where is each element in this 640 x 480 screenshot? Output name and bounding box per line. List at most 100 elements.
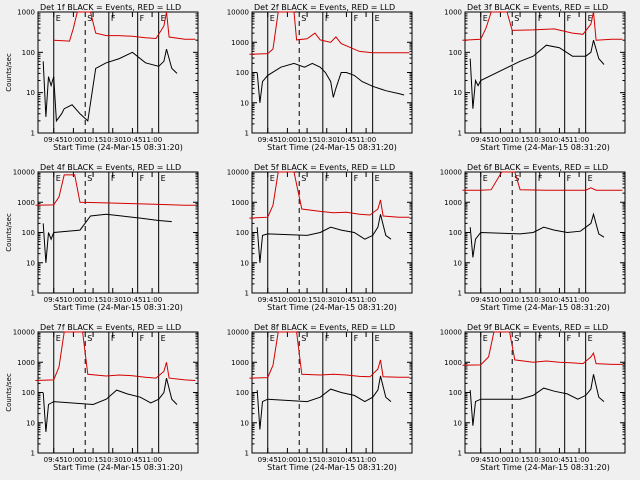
y-tick-label: 100 [236,389,249,397]
x-tick-label: 10:45 [122,456,142,464]
y-tick-label: 10 [26,89,35,97]
y-tick-label: 1 [458,450,462,458]
x-tick-label: 10:15 [510,136,530,144]
x-tick-label: 10:15 [83,456,103,464]
y-tick-label: 1 [31,290,35,298]
plot-frame [251,331,413,454]
event-marker-label: S [301,174,306,183]
y-tick-label: 10 [240,419,249,427]
y-tick-label: 10000 [440,329,462,337]
event-marker-label: F [538,334,543,343]
y-tick-label: 10 [453,89,462,97]
event-marker-label: E [375,334,380,343]
x-axis-label: Start Time (24-Mar-15 08:31:20) [480,303,610,312]
x-tick-label: 11:00 [142,136,162,144]
x-tick-label: 10:00 [63,136,83,144]
x-axis-label: Start Time (24-Mar-15 08:31:20) [267,303,397,312]
event-marker-label: E [375,14,380,23]
x-tick-label: 10:30 [103,296,123,304]
event-marker-label: E [56,14,61,23]
x-tick-label: 10:45 [122,136,142,144]
y-tick-label: 1000 [17,9,35,17]
event-marker-label: F [111,334,116,343]
event-marker-label: F [140,174,145,183]
lld-series-line [462,11,623,41]
y-tick-label: 1 [245,290,249,298]
event-marker-label: F [140,14,145,23]
event-marker-label: E [161,14,166,23]
event-marker-label: S [87,14,92,23]
x-tick-label: 10:00 [277,136,297,144]
x-tick-label: 10:00 [490,296,510,304]
x-tick-label: 10:30 [317,296,337,304]
event-marker-label: F [354,14,359,23]
event-marker-label: F [325,14,330,23]
x-tick-label: 10:00 [63,456,83,464]
x-axis-label: Start Time (24-Mar-15 08:31:20) [53,463,183,472]
event-marker-label: F [354,334,359,343]
plot-frame [464,331,626,454]
lld-series-line [462,331,623,366]
x-axis-label: Start Time (24-Mar-15 08:31:20) [53,303,183,312]
x-tick-label: 09:45 [258,136,278,144]
lld-series-line [35,174,196,206]
y-tick-label: 10000 [227,169,249,177]
panel-det-1: Det 1f BLACK = Events, RED = LLD 1 10 100 10… [5,3,199,152]
x-tick-label: 10:00 [63,296,83,304]
y-tick-label: 1000 [231,199,249,207]
event-marker-label: S [514,334,519,343]
x-tick-label: 10:45 [122,296,142,304]
panel-det-2: Det 2f BLACK = Events, RED = LLD 1 10 100 10… [227,3,413,152]
x-tick-label: 11:00 [142,296,162,304]
events-series-line [469,40,605,109]
plot-frame [464,11,626,134]
y-tick-label: 1 [245,130,249,138]
x-tick-label: 10:45 [549,136,569,144]
event-marker-label: E [56,334,61,343]
y-tick-label: 10 [453,259,462,267]
panel-title: Det 8f BLACK = Events, RED = LLD [254,323,395,332]
event-marker-label: F [567,14,572,23]
events-series-line [256,62,405,103]
y-tick-label: 100 [236,229,249,237]
event-marker-label: F [140,334,145,343]
event-marker-label: S [87,174,92,183]
y-tick-label: 1000 [231,359,249,367]
y-axis-label: Counts/sec [5,373,13,412]
panel-title: Det 9f BLACK = Events, RED = LLD [467,323,608,332]
event-marker-label: E [56,174,61,183]
x-tick-label: 11:00 [356,456,376,464]
y-tick-label: 10 [26,259,35,267]
x-tick-label: 10:30 [317,136,337,144]
lld-series-line [53,11,196,42]
event-marker-label: F [325,334,330,343]
x-tick-label: 10:15 [510,296,530,304]
x-tick-label: 10:15 [297,296,317,304]
y-axis-label: Counts/sec [5,213,13,252]
x-tick-label: 09:45 [258,456,278,464]
y-tick-label: 100 [22,49,35,57]
y-tick-label: 100 [449,229,462,237]
x-tick-label: 10:45 [549,296,569,304]
x-tick-label: 09:45 [471,296,491,304]
y-tick-label: 100 [449,389,462,397]
x-tick-label: 10:45 [549,456,569,464]
event-marker-label: E [588,174,593,183]
y-tick-label: 10000 [440,169,462,177]
panel-title: Det 1f BLACK = Events, RED = LLD [40,3,181,12]
events-series-line [469,374,605,426]
x-tick-label: 10:00 [277,296,297,304]
event-marker-label: S [87,334,92,343]
lld-series-line [462,171,623,191]
y-tick-label: 10 [26,419,35,427]
events-series-line [42,48,178,123]
panel-det-3: Det 3f BLACK = Events, RED = LLD 1 10 100 10… [444,3,626,152]
panel-title: Det 4f BLACK = Events, RED = LLD [40,163,181,172]
panel-det-4: Det 4f BLACK = Events, RED = LLD 1 10 100 10… [5,163,199,312]
event-marker-label: E [161,174,166,183]
y-tick-label: 1000 [17,359,35,367]
y-tick-label: 10000 [13,329,35,337]
event-marker-label: S [514,14,519,23]
panel-det-7: Det 7f BLACK = Events, RED = LLD 1 10 100 10… [5,323,199,472]
x-tick-label: 10:15 [510,456,530,464]
